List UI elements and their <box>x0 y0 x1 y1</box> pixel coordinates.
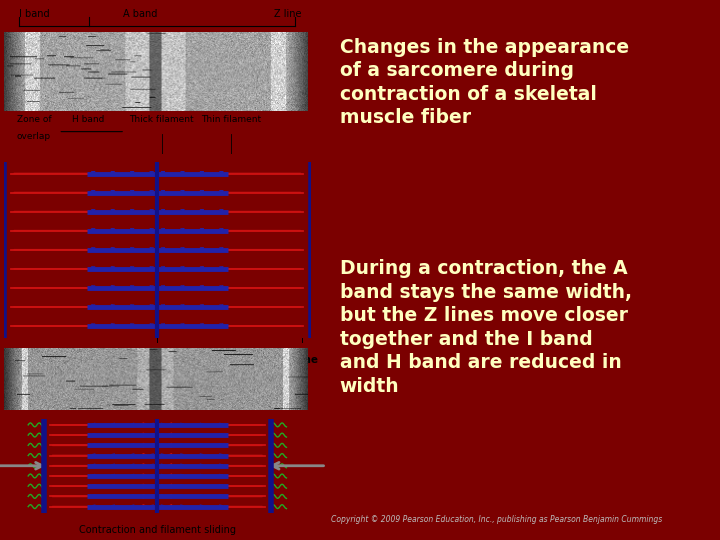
Text: M line: M line <box>140 355 175 365</box>
Text: overlap: overlap <box>17 132 51 140</box>
Text: I band: I band <box>19 9 50 19</box>
Text: Z line: Z line <box>274 9 302 19</box>
Text: Thin filament: Thin filament <box>202 116 261 124</box>
Text: Sarcomere at rest: Sarcomere at rest <box>28 355 115 365</box>
Text: Thick filament: Thick filament <box>130 116 194 124</box>
Text: Contraction and filament sliding: Contraction and filament sliding <box>78 525 236 535</box>
Text: During a contraction, the A
band stays the same width,
but the Z lines move clos: During a contraction, the A band stays t… <box>340 259 631 396</box>
Text: Changes in the appearance
of a sarcomere during
contraction of a skeletal
muscle: Changes in the appearance of a sarcomere… <box>340 38 629 127</box>
Text: Copyright © 2009 Pearson Education, Inc., publishing as Pearson Benjamin Cumming: Copyright © 2009 Pearson Education, Inc.… <box>331 515 662 524</box>
Text: A band: A band <box>123 9 158 19</box>
Text: H band: H band <box>73 116 105 124</box>
Text: Zone of: Zone of <box>17 116 51 124</box>
Text: Z line: Z line <box>285 355 318 365</box>
